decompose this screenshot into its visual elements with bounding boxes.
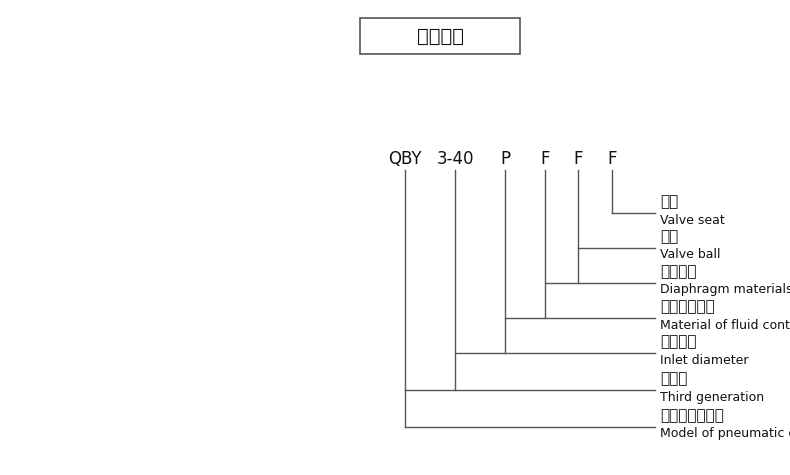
Text: 第三代: 第三代 [660,371,687,387]
Text: 过流部件材质: 过流部件材质 [660,300,715,314]
Text: Valve ball: Valve ball [660,248,720,262]
Text: 隔膜材质: 隔膜材质 [660,265,697,279]
Text: 气动隔膜泵型号: 气动隔膜泵型号 [660,408,724,424]
Text: P: P [500,150,510,168]
Text: 进料口径: 进料口径 [660,334,697,350]
Bar [360,18,520,54]
Text: Model of pneumatic diaphragm pump: Model of pneumatic diaphragm pump [660,428,790,440]
Text: 型号说明: 型号说明 [416,27,464,46]
Text: Valve seat: Valve seat [660,213,724,227]
Text: 阀座: 阀座 [660,194,679,209]
Text: Third generation: Third generation [660,390,764,403]
Text: Material of fluid contact part: Material of fluid contact part [660,319,790,332]
Text: F: F [608,150,617,168]
Text: 3-40: 3-40 [436,150,474,168]
Text: QBY: QBY [388,150,422,168]
Text: 阀球: 阀球 [660,229,679,245]
Text: F: F [574,150,583,168]
Text: Inlet diameter: Inlet diameter [660,353,748,367]
Text: Diaphragm materials: Diaphragm materials [660,284,790,296]
Text: F: F [540,150,550,168]
